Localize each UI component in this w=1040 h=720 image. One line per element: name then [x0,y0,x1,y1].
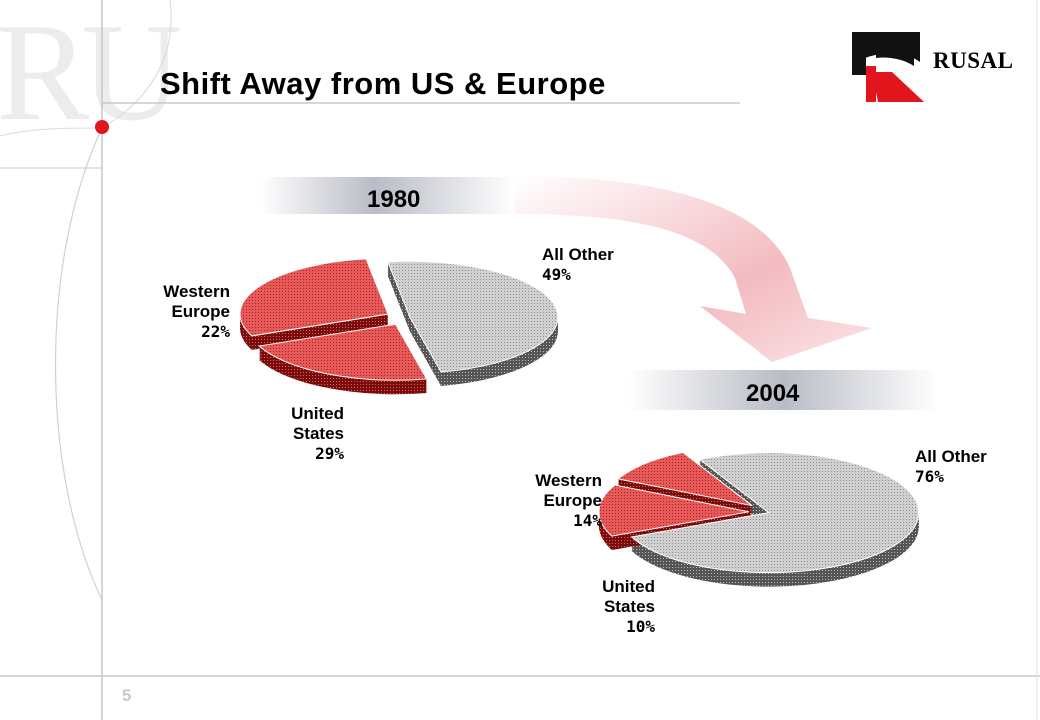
pie-chart-2004 [598,451,920,587]
rusal-logo-icon [852,32,924,102]
label-1980-united-states: United States 29% [291,404,344,463]
label-2004-united-states: United States 10% [602,577,655,636]
pie-2004-slice-1 [598,484,750,537]
pie-2004-slice-0 [630,452,920,574]
page-number: 5 [122,686,132,705]
label-1980-all-other: All Other 49% [542,245,614,284]
shift-arrow-icon [515,176,872,362]
label-2004-western-europe: Western Europe 14% [535,471,602,530]
label-1980-western-europe: Western Europe 22% [163,282,230,341]
label-2004-all-other: All Other 76% [915,447,987,486]
slide-title: Shift Away from US & Europe [160,66,606,101]
year-band-2004 [628,370,938,410]
pie-2004-slice-2 [616,451,753,507]
brand-name: RUSAL [933,48,1014,73]
accent-dot [95,120,109,134]
year-label-2004: 2004 [746,380,800,407]
pie-1980-slice-2 [239,258,389,337]
year-band-1980 [260,177,515,214]
year-label-1980: 1980 [367,186,421,213]
pie-chart-1980 [239,258,559,395]
pie-1980-slice-0 [387,260,559,373]
pie-1980-slice-1 [258,323,428,381]
